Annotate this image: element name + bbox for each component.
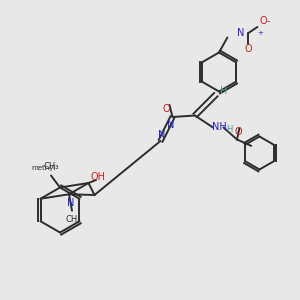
Text: H: H [220,86,227,97]
Text: N: N [237,28,244,38]
Text: N: N [67,198,74,208]
Text: O: O [260,16,267,26]
Text: O: O [244,44,252,55]
Text: OH: OH [90,172,105,182]
Text: N: N [158,130,166,140]
Text: N: N [167,119,175,130]
Text: CH₃: CH₃ [66,215,81,224]
Text: H: H [226,124,232,134]
Text: methyl: methyl [31,165,56,171]
Text: NH: NH [212,122,226,133]
Text: CH₃: CH₃ [43,162,59,171]
Text: O: O [235,127,242,137]
Text: +: + [257,30,263,36]
Text: -: - [266,16,270,26]
Text: O: O [163,104,170,115]
